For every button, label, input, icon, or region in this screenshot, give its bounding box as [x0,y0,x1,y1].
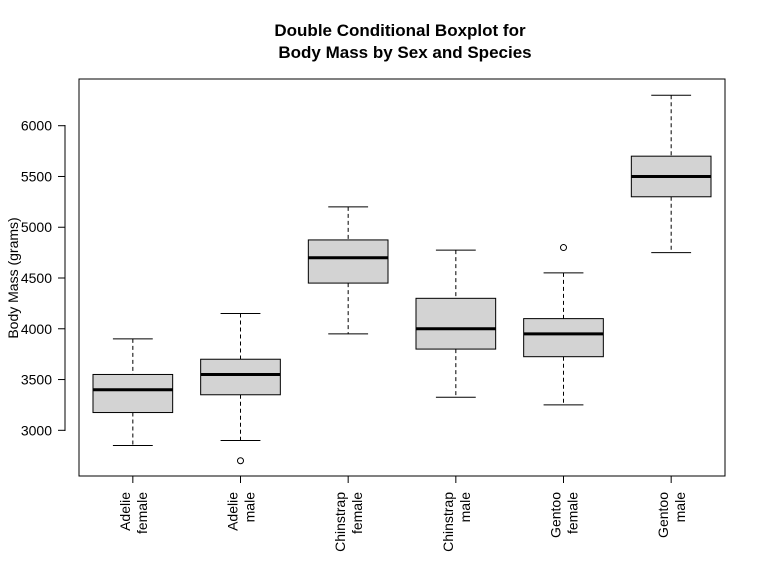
iqr-box [415,297,497,350]
boxes [92,94,712,465]
x-tick-label-sex: female [349,492,365,534]
x-ticks: Adeliefemale Adeliemale Chinstrapfemale Chi… [117,475,688,552]
iqr-box [200,358,281,396]
iqr-box [92,373,174,414]
plot-frame [78,78,726,477]
x-tick-label-species: Chinstrap [440,492,456,552]
x-tick-label-sex: female [565,492,581,534]
x-tick-label: Chinstrapmale [440,492,473,552]
box-adelie-female [92,338,174,447]
y-tick-label: 5500 [21,168,52,184]
x-tick-label-species: Chinstrap [332,492,348,552]
chart-title-line-1: Double Conditional Boxplot for [274,21,526,40]
x-tick-label: Gentoomale [655,492,688,538]
y-tick-label: 3000 [21,422,52,438]
x-tick-label-sex: male [242,492,258,523]
box-gentoo-female [523,244,604,406]
y-tick-label: 6000 [21,118,52,134]
x-tick-label-species: Gentoo [548,492,564,538]
x-tick-label: Chinstrapfemale [332,492,365,552]
y-tick-label: 4000 [21,321,52,337]
iqr-box [523,318,604,358]
box-adelie-male [200,313,281,465]
box-chinstrap-male [415,249,497,398]
x-tick-label: Adeliemale [225,492,258,531]
box-chinstrap-female [307,206,389,335]
iqr-box [307,239,389,284]
x-tick-label-species: Adelie [117,492,133,531]
x-tick-label: Adeliefemale [117,492,150,534]
x-tick-label: Gentoofemale [548,492,581,538]
outlier-point [237,457,244,465]
box-gentoo-male [630,94,712,254]
x-tick-label-species: Gentoo [655,492,671,538]
x-tick-label-sex: male [672,492,688,523]
outlier-point [560,244,567,252]
y-tick-label: 5000 [21,219,52,235]
x-tick-label-sex: female [134,492,150,534]
y-axis-label: Body Mass (grams) [5,217,21,338]
y-tick-label: 4500 [21,270,52,286]
y-tick-label: 3500 [21,372,52,388]
x-tick-label-species: Adelie [225,492,241,531]
chart-title-line-2: Body Mass by Sex and Species [278,43,531,62]
y-ticks: 3000 3500 4000 4500 5000 5500 6000 [21,118,65,438]
x-tick-label-sex: male [457,492,473,523]
